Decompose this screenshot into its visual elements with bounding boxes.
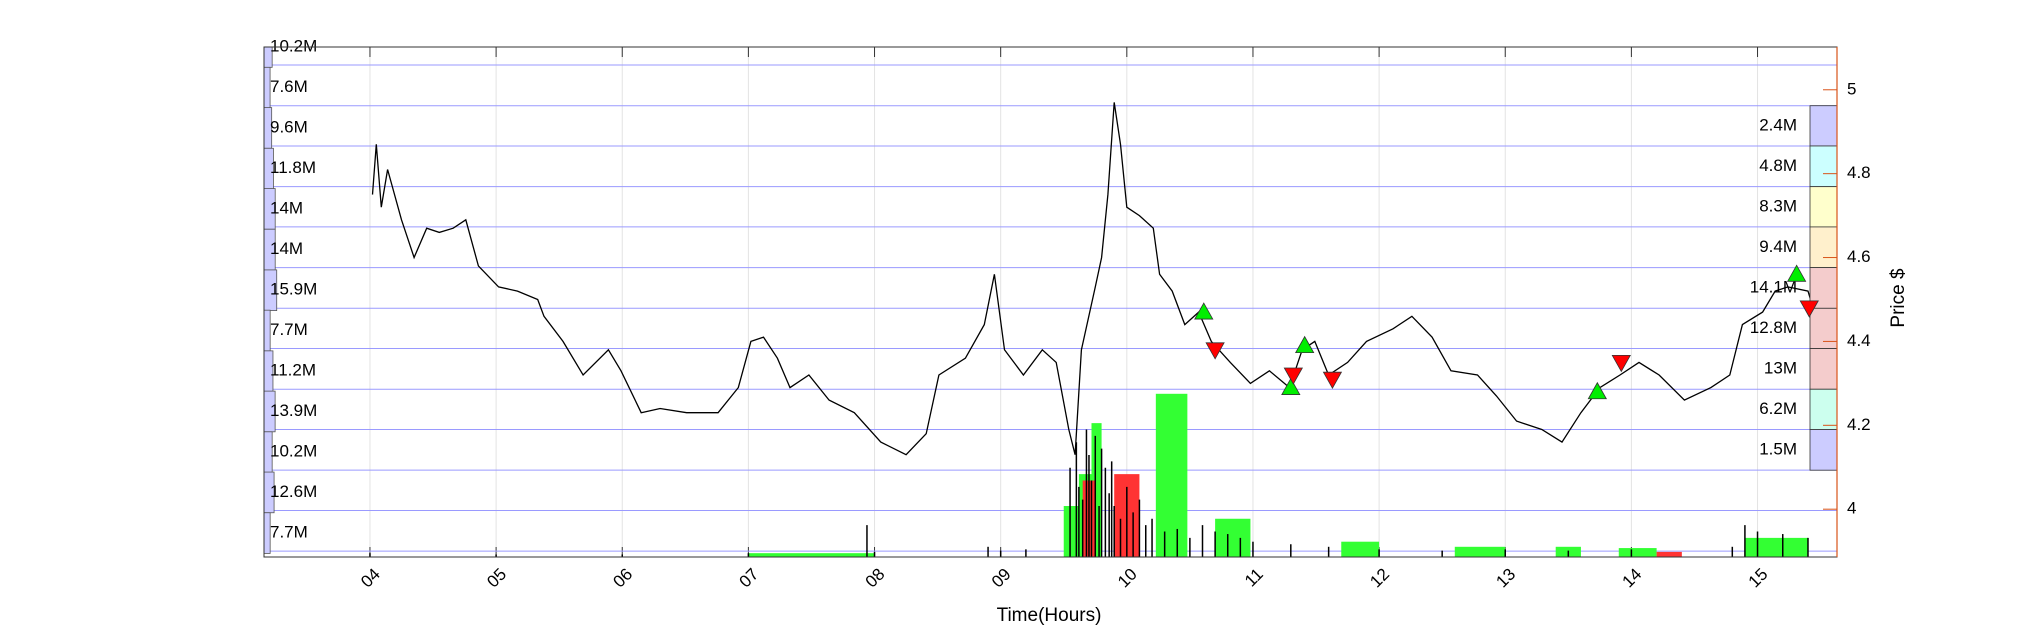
- sell-signal: [1322, 371, 1343, 389]
- left-profile-label: 14M: [270, 239, 303, 258]
- left-profile-label: 13.9M: [270, 401, 317, 420]
- right-profile-label: 12.8M: [1750, 318, 1797, 337]
- left-profile-label: 14M: [270, 198, 303, 217]
- volume-block: [1454, 546, 1506, 557]
- right-profile-box: [1809, 307, 1838, 349]
- sell-signal: [1799, 300, 1819, 318]
- y-tick-label: 5: [1847, 79, 1856, 98]
- sell-signal: [1611, 354, 1631, 373]
- x-tick-label: 07: [736, 565, 763, 592]
- left-profile-label: 15.9M: [270, 280, 317, 299]
- right-profile-box: [1809, 226, 1838, 269]
- left-profile-label: 7.7M: [270, 523, 308, 542]
- volume-block: [1744, 537, 1808, 557]
- y-tick-label: 4: [1847, 499, 1856, 518]
- buy-signal: [1294, 335, 1315, 354]
- right-profile-label: 8.3M: [1759, 196, 1797, 215]
- y-tick-label: 4.8: [1847, 163, 1871, 182]
- right-profile-label: 4.8M: [1759, 156, 1797, 175]
- right-profile-box: [1809, 105, 1838, 147]
- y-tick-label: 4.4: [1847, 331, 1871, 350]
- x-tick-label: 09: [988, 565, 1015, 592]
- sell-signal: [1283, 367, 1304, 385]
- volume-block: [1341, 541, 1380, 557]
- left-profile-label: 7.7M: [270, 320, 308, 339]
- volume-block: [1091, 423, 1102, 557]
- x-tick-label: 15: [1745, 565, 1772, 592]
- x-tick-label: 05: [483, 565, 510, 592]
- left-profile-label: 11.8M: [270, 158, 316, 177]
- x-tick-label: 04: [357, 565, 384, 592]
- volume-block: [748, 553, 875, 557]
- buy-signal: [1786, 264, 1807, 282]
- x-tick-label: 12: [1366, 565, 1393, 592]
- buy-signal: [1587, 381, 1608, 400]
- volume-block: [1155, 393, 1188, 557]
- volume-block: [1618, 548, 1657, 557]
- volume-block: [1656, 551, 1682, 557]
- right-profile-box: [1809, 348, 1838, 390]
- right-profile-label: 14.1M: [1750, 277, 1797, 296]
- right-profile-label: 9.4M: [1759, 237, 1797, 256]
- plot-area: [264, 47, 1837, 557]
- left-profile-label: 7.6M: [270, 77, 308, 96]
- left-profile-label: 12.6M: [270, 482, 317, 501]
- price-line: [371, 102, 1815, 456]
- left-profile-label: 10.2M: [270, 442, 317, 461]
- x-tick-label: 06: [609, 565, 636, 592]
- sell-signal: [1205, 342, 1225, 360]
- volume-block: [1215, 518, 1251, 557]
- y-tick-label: 4.2: [1847, 415, 1871, 434]
- right-profile-box: [1809, 429, 1838, 471]
- x-tick-label: 14: [1619, 565, 1646, 592]
- volume-block: [1063, 506, 1079, 557]
- right-profile-label: 13M: [1764, 358, 1797, 377]
- right-profile-label: 6.2M: [1759, 399, 1797, 418]
- right-profile-box: [1809, 145, 1838, 188]
- x-tick-label: 08: [862, 565, 889, 592]
- right-profile-label: 1.5M: [1759, 439, 1797, 458]
- x-tick-label: 11: [1241, 565, 1267, 591]
- left-profile-label: 9.6M: [270, 117, 308, 136]
- x-tick-label: 13: [1492, 565, 1519, 592]
- left-profile-label: 11.2M: [270, 361, 316, 380]
- buy-signal: [1281, 377, 1301, 395]
- right-profile-box: [1809, 388, 1838, 430]
- right-profile-box: [1809, 186, 1838, 228]
- right-profile-label: 2.4M: [1759, 115, 1797, 134]
- x-axis-label: Time(Hours): [997, 605, 1102, 625]
- left-profile-label: 10.2M: [270, 36, 317, 55]
- x-tick-label: 10: [1114, 565, 1141, 592]
- y-tick-label: 4.6: [1847, 247, 1871, 266]
- buy-signal: [1194, 302, 1214, 320]
- y-axis-label: Price $: [1888, 268, 1909, 328]
